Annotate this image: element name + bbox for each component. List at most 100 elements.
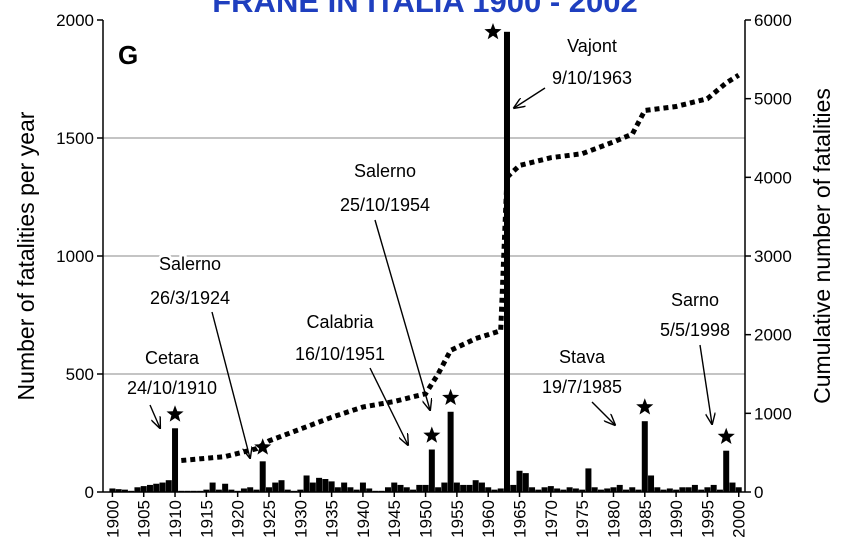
bar bbox=[353, 489, 360, 492]
y2-tick-label: 4000 bbox=[754, 168, 792, 187]
bar bbox=[516, 470, 523, 492]
bar bbox=[466, 484, 473, 492]
bar bbox=[435, 487, 442, 492]
annotation-text: 5/5/1998 bbox=[660, 320, 730, 340]
event-star bbox=[166, 405, 184, 422]
panel-label: G bbox=[118, 40, 138, 70]
y2-tick-label: 2000 bbox=[754, 326, 792, 345]
bar bbox=[341, 482, 348, 492]
bar bbox=[597, 489, 604, 492]
bar bbox=[691, 484, 698, 492]
x-tick-label: 1910 bbox=[166, 500, 185, 538]
annotation-text: 25/10/1954 bbox=[340, 195, 430, 215]
bar bbox=[629, 487, 636, 492]
bar bbox=[397, 484, 404, 492]
bar bbox=[622, 489, 629, 492]
y-axis-label: Number of fatalities per year bbox=[13, 111, 39, 400]
y2-tick-label: 1000 bbox=[754, 404, 792, 423]
bar bbox=[666, 488, 673, 492]
bar bbox=[453, 482, 460, 492]
bar bbox=[491, 489, 498, 492]
bar bbox=[698, 489, 705, 492]
x-tick-label: 2000 bbox=[730, 500, 749, 538]
bar bbox=[278, 480, 285, 492]
bar bbox=[704, 487, 711, 492]
x-tick-label: 1915 bbox=[197, 500, 216, 538]
bar bbox=[209, 482, 216, 492]
bar bbox=[591, 487, 598, 492]
x-tick-label: 1905 bbox=[135, 500, 154, 538]
bar bbox=[347, 487, 354, 492]
annotation-arrow bbox=[591, 401, 615, 425]
event-star bbox=[254, 438, 272, 455]
bar bbox=[729, 482, 736, 492]
bar bbox=[272, 482, 279, 492]
cumulative-line bbox=[181, 72, 741, 463]
bar bbox=[309, 482, 316, 492]
bar bbox=[685, 487, 692, 492]
bar bbox=[109, 488, 116, 492]
annotation-arrow bbox=[369, 367, 408, 445]
bar bbox=[510, 484, 517, 492]
bar bbox=[222, 483, 229, 492]
bar bbox=[410, 489, 417, 492]
annotation-arrow bbox=[374, 219, 430, 410]
x-tick-label: 1965 bbox=[511, 500, 530, 538]
annotation-text: 19/7/1985 bbox=[542, 377, 622, 397]
x-tick-label: 1920 bbox=[229, 500, 248, 538]
bar bbox=[610, 487, 617, 492]
annotation-text: Salerno bbox=[354, 161, 416, 181]
annotation-arrow bbox=[699, 344, 712, 424]
event-star bbox=[484, 23, 502, 40]
x-tick-label: 1955 bbox=[448, 500, 467, 538]
annotation-text: 24/10/1910 bbox=[127, 378, 217, 398]
event-star bbox=[442, 388, 460, 405]
bar bbox=[165, 480, 172, 492]
annotation-arrow bbox=[514, 87, 546, 108]
event-star bbox=[423, 426, 441, 443]
bar bbox=[391, 482, 398, 492]
y-tick-label: 2000 bbox=[56, 11, 94, 30]
bar bbox=[710, 484, 717, 492]
bar bbox=[541, 487, 548, 492]
y-tick-label: 1000 bbox=[56, 247, 94, 266]
bar bbox=[716, 489, 723, 492]
bar bbox=[535, 489, 542, 492]
bar bbox=[140, 486, 147, 492]
bar bbox=[522, 473, 529, 492]
annotation-arrow bbox=[149, 404, 160, 428]
x-tick-label: 1945 bbox=[385, 500, 404, 538]
annotation-arrow bbox=[211, 311, 250, 458]
bar bbox=[585, 468, 592, 492]
x-tick-label: 1940 bbox=[354, 500, 373, 538]
bar bbox=[572, 488, 579, 492]
bar bbox=[215, 489, 222, 492]
y-tick-label: 500 bbox=[66, 365, 94, 384]
bar bbox=[485, 487, 492, 492]
chart-title: FRANE IN ITALIA 1900 - 2002 bbox=[212, 0, 638, 19]
bar bbox=[723, 450, 730, 492]
bar bbox=[660, 489, 667, 492]
bar bbox=[159, 482, 166, 492]
bar bbox=[203, 489, 210, 492]
bar bbox=[648, 475, 655, 492]
x-tick-label: 1950 bbox=[417, 500, 436, 538]
annotation-text: Vajont bbox=[567, 36, 617, 56]
bar bbox=[447, 411, 454, 492]
y-tick-label: 0 bbox=[85, 483, 94, 502]
x-tick-label: 1970 bbox=[542, 500, 561, 538]
bar bbox=[240, 488, 247, 492]
bar bbox=[303, 475, 310, 492]
annotation-text: 26/3/1924 bbox=[150, 288, 230, 308]
bar bbox=[579, 489, 586, 492]
y2-tick-label: 6000 bbox=[754, 11, 792, 30]
bar bbox=[384, 487, 391, 492]
bar bbox=[673, 489, 680, 492]
bar bbox=[604, 488, 611, 492]
bar bbox=[478, 482, 485, 492]
annotation-text: Salerno bbox=[159, 254, 221, 274]
bar bbox=[259, 461, 266, 492]
bar bbox=[547, 486, 554, 492]
